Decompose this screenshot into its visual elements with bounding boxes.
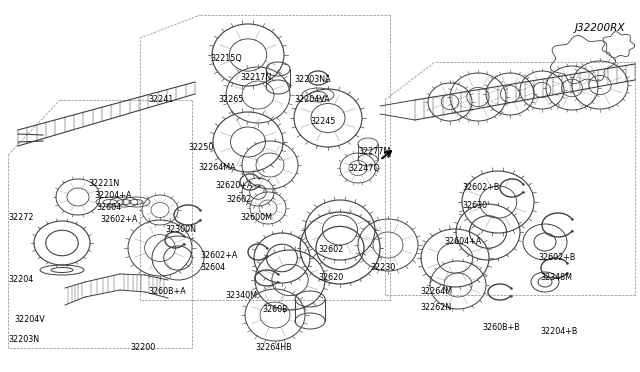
- Text: 32204V: 32204V: [14, 315, 45, 324]
- Text: 32241: 32241: [148, 96, 173, 105]
- Text: 32602+A: 32602+A: [200, 250, 237, 260]
- Text: 32264MA: 32264MA: [198, 164, 236, 173]
- Text: 32602: 32602: [226, 196, 252, 205]
- Text: 32602+A: 32602+A: [100, 215, 138, 224]
- Text: J32200RX: J32200RX: [575, 23, 625, 33]
- Text: 32348M: 32348M: [540, 273, 572, 282]
- Text: 32245: 32245: [310, 118, 335, 126]
- Text: 32204+B: 32204+B: [540, 327, 577, 337]
- Text: 32203NA: 32203NA: [294, 76, 331, 84]
- Text: 32265: 32265: [218, 96, 243, 105]
- Text: 32602: 32602: [318, 246, 343, 254]
- Text: 32200: 32200: [130, 343, 156, 353]
- Text: 32215Q: 32215Q: [210, 54, 242, 62]
- Text: 32230: 32230: [370, 263, 396, 273]
- Text: 32277M: 32277M: [358, 148, 390, 157]
- Text: 32620+A: 32620+A: [215, 180, 252, 189]
- Text: 32602+B: 32602+B: [538, 253, 575, 263]
- Text: 32264M: 32264M: [420, 288, 452, 296]
- Text: 32604+A: 32604+A: [444, 237, 481, 247]
- Text: 32630: 32630: [462, 201, 487, 209]
- Text: 3260B+B: 3260B+B: [482, 324, 520, 333]
- Text: 32604: 32604: [96, 203, 121, 212]
- Text: 32602+B: 32602+B: [462, 183, 499, 192]
- Text: 32247Q: 32247Q: [348, 164, 380, 173]
- Text: 32203N: 32203N: [8, 336, 39, 344]
- Text: 3260B: 3260B: [262, 305, 287, 314]
- Text: 32340M: 32340M: [225, 291, 257, 299]
- Text: 32262N: 32262N: [420, 304, 451, 312]
- Text: 32204VA: 32204VA: [294, 96, 330, 105]
- Text: 32604: 32604: [200, 263, 225, 273]
- Text: 32250: 32250: [188, 144, 213, 153]
- Text: 32264HB: 32264HB: [255, 343, 292, 353]
- Text: 32272: 32272: [8, 214, 33, 222]
- Text: 32620: 32620: [318, 273, 343, 282]
- Text: 32300N: 32300N: [165, 225, 196, 234]
- Text: 32600M: 32600M: [240, 214, 272, 222]
- Text: 32204+A: 32204+A: [94, 190, 131, 199]
- Text: 32217N: 32217N: [240, 74, 271, 83]
- Text: 3260B+A: 3260B+A: [148, 288, 186, 296]
- Text: 32204: 32204: [8, 276, 33, 285]
- Text: 32221N: 32221N: [88, 179, 119, 187]
